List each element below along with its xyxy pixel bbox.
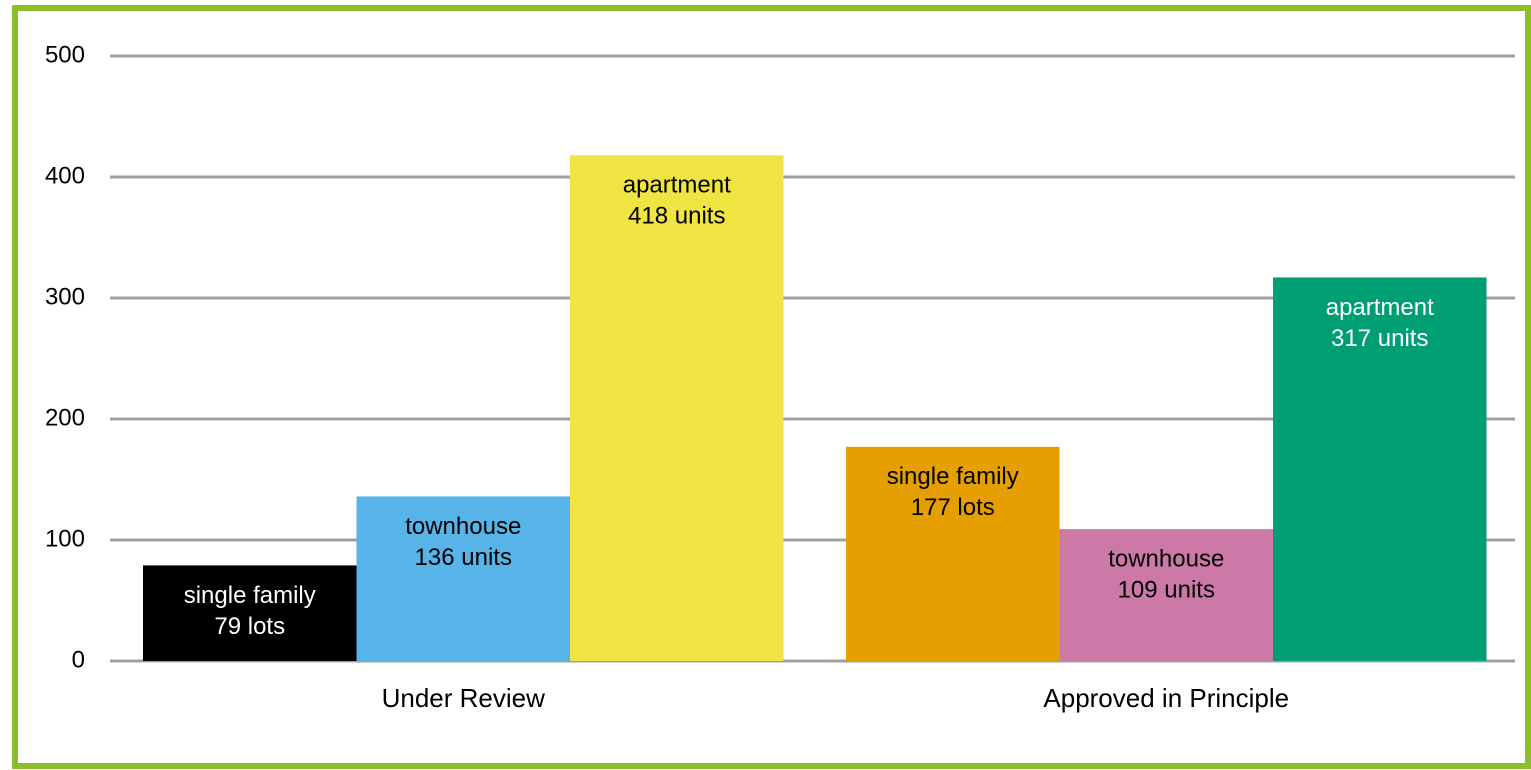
y-tick-label: 400 — [45, 162, 85, 189]
data-label: 109 units — [1118, 576, 1215, 603]
bar-name: townhouse — [1108, 545, 1224, 572]
bar — [570, 155, 784, 661]
data-label: 317 units — [1331, 325, 1428, 352]
data-label: 177 lots — [911, 494, 995, 521]
data-label: 136 units — [415, 544, 512, 571]
x-tick-label: Approved in Principle — [1043, 683, 1289, 713]
y-tick-label: 100 — [45, 525, 85, 552]
y-tick-label: 200 — [45, 404, 85, 431]
y-tick-label: 0 — [72, 646, 85, 673]
bar — [1059, 529, 1273, 661]
x-tick-label: Under Review — [382, 683, 546, 713]
data-label: 418 units — [628, 203, 725, 230]
bar-name: single family — [184, 582, 316, 609]
bar — [846, 446, 1060, 661]
bar-name: apartment — [1326, 294, 1434, 321]
y-tick-label: 500 — [45, 41, 85, 68]
chart-frame — [12, 5, 1531, 769]
bar-name: single family — [887, 463, 1019, 490]
bar — [143, 565, 357, 661]
y-tick-label: 300 — [45, 283, 85, 310]
bar-name: apartment — [623, 172, 731, 199]
bar-name: townhouse — [405, 513, 521, 540]
bar — [1273, 277, 1487, 661]
data-label: 79 lots — [214, 613, 285, 640]
bar — [356, 496, 570, 661]
